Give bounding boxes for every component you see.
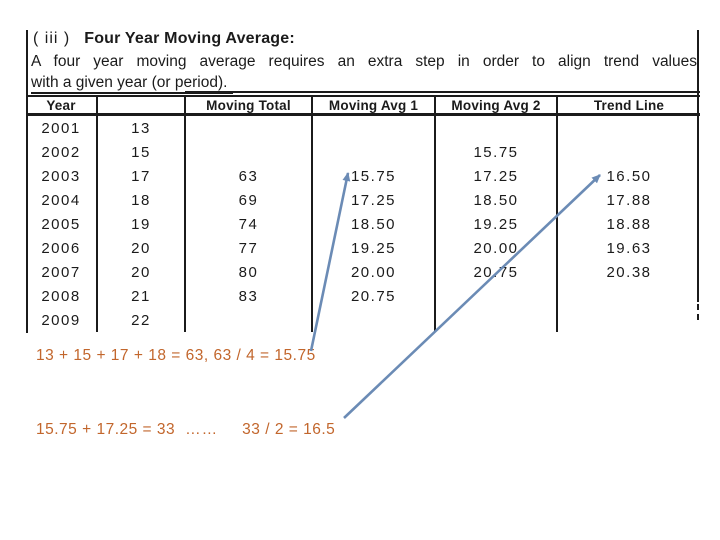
cell-year: 2001 xyxy=(41,119,81,137)
cell-moving-total xyxy=(184,114,312,140)
intro-text-line2: with a given year (or period). xyxy=(31,74,234,94)
cell-moving-total: 80 xyxy=(184,260,312,284)
cell-value: 21 xyxy=(96,284,185,308)
table-row: 2008 21 83 20.75 xyxy=(26,284,700,308)
cell-moving-total: 77 xyxy=(184,236,312,260)
cell-moving-avg-2 xyxy=(434,284,557,308)
cell-trend-line xyxy=(556,284,700,308)
cell-value: 20 xyxy=(96,260,185,284)
formula-left-part: 15.75 + 17.25 = 33 xyxy=(36,421,176,438)
table-row: 2007 20 80 20.00 20.75 20.38 xyxy=(26,260,700,284)
column-header-moving-avg-1: Moving Avg 1 xyxy=(311,96,435,116)
cell-year: 2008 xyxy=(41,287,81,305)
section-heading: ( iii ) Four Year Moving Average: xyxy=(33,30,295,48)
cell-moving-avg-1: 20.00 xyxy=(311,260,435,284)
cell-moving-avg-2: 17.25 xyxy=(434,164,557,188)
section-title: Four Year Moving Average: xyxy=(84,30,295,47)
cell-value: 18 xyxy=(96,188,185,212)
cell-moving-avg-1: 17.25 xyxy=(311,188,435,212)
cell-trend-line: 17.88 xyxy=(556,188,700,212)
cell-value: 20 xyxy=(96,236,185,260)
column-header-trend-line: Trend Line xyxy=(556,96,700,116)
cell-value: 15 xyxy=(96,140,185,164)
section-number: ( iii ) xyxy=(33,30,71,47)
cell-year: 2004 xyxy=(41,191,81,209)
formula-dots: …… xyxy=(185,421,219,438)
cell-moving-avg-1 xyxy=(311,114,435,140)
cell-moving-avg-1: 20.75 xyxy=(311,284,435,308)
cell-moving-avg-1 xyxy=(311,308,435,332)
formula-moving-average-calc: 13 + 15 + 17 + 18 = 63, 63 / 4 = 15.75 xyxy=(36,347,316,364)
cell-moving-avg-1 xyxy=(311,140,435,164)
cell-moving-total: 74 xyxy=(184,212,312,236)
cell-trend-line: 16.50 xyxy=(556,164,700,188)
table-row: 2004 18 69 17.25 18.50 17.88 xyxy=(26,188,700,212)
table-row: 2001 13 xyxy=(26,114,700,140)
column-header-moving-avg-2: Moving Avg 2 xyxy=(434,96,557,116)
formula-trend-line-calc: 15.75 + 17.25 = 33 …… 33 / 2 = 16.5 xyxy=(36,421,335,439)
column-header-year: Year xyxy=(26,96,97,116)
cell-moving-avg-1: 19.25 xyxy=(311,236,435,260)
cell-year: 2006 xyxy=(41,239,81,257)
cell-moving-total: 63 xyxy=(184,164,312,188)
cell-trend-line xyxy=(556,308,700,332)
cell-year: 2009 xyxy=(41,311,81,329)
underlined-text: with a given year (or period). xyxy=(31,74,234,94)
cell-year: 2003 xyxy=(41,167,81,185)
scan-left-edge-line xyxy=(26,30,28,333)
cell-value: 17 xyxy=(96,164,185,188)
table-row: 2002 15 15.75 xyxy=(26,140,700,164)
cell-trend-line: 18.88 xyxy=(556,212,700,236)
cell-year: 2002 xyxy=(41,143,81,161)
cell-value: 13 xyxy=(96,114,185,140)
cell-trend-line xyxy=(556,114,700,140)
header-row: Year Moving Total Moving Avg 1 Moving Av… xyxy=(26,96,700,116)
cell-moving-total xyxy=(184,140,312,164)
table-top-double-border xyxy=(185,91,700,93)
cell-moving-avg-2 xyxy=(434,114,557,140)
cell-moving-avg-1: 18.50 xyxy=(311,212,435,236)
cell-moving-total: 83 xyxy=(184,284,312,308)
cell-moving-avg-2: 20.75 xyxy=(434,260,557,284)
table-row: 2005 19 74 18.50 19.25 18.88 xyxy=(26,212,700,236)
cell-moving-avg-2: 18.50 xyxy=(434,188,557,212)
cell-moving-avg-2: 20.00 xyxy=(434,236,557,260)
cell-year: 2005 xyxy=(41,215,81,233)
cell-moving-avg-2 xyxy=(434,308,557,332)
formula-right-part: 33 / 2 = 16.5 xyxy=(242,421,336,438)
cell-moving-total xyxy=(184,308,312,332)
cell-moving-avg-2: 15.75 xyxy=(434,140,557,164)
cell-moving-total: 69 xyxy=(184,188,312,212)
intro-text-line1: A four year moving average requires an e… xyxy=(31,53,697,70)
cell-trend-line: 19.63 xyxy=(556,236,700,260)
moving-average-table: Year Moving Total Moving Avg 1 Moving Av… xyxy=(26,95,700,332)
table-row: 2006 20 77 19.25 20.00 19.63 xyxy=(26,236,700,260)
cell-value: 22 xyxy=(96,308,185,332)
cell-moving-avg-1: 15.75 xyxy=(311,164,435,188)
cell-moving-avg-2: 19.25 xyxy=(434,212,557,236)
cell-value: 19 xyxy=(96,212,185,236)
table-row: 2009 22 xyxy=(26,308,700,332)
cell-trend-line: 20.38 xyxy=(556,260,700,284)
column-header-moving-total: Moving Total xyxy=(184,96,312,116)
table-row: 2003 17 63 15.75 17.25 16.50 xyxy=(26,164,700,188)
cell-trend-line xyxy=(556,140,700,164)
column-header-blank xyxy=(96,96,185,116)
cell-year: 2007 xyxy=(41,263,81,281)
